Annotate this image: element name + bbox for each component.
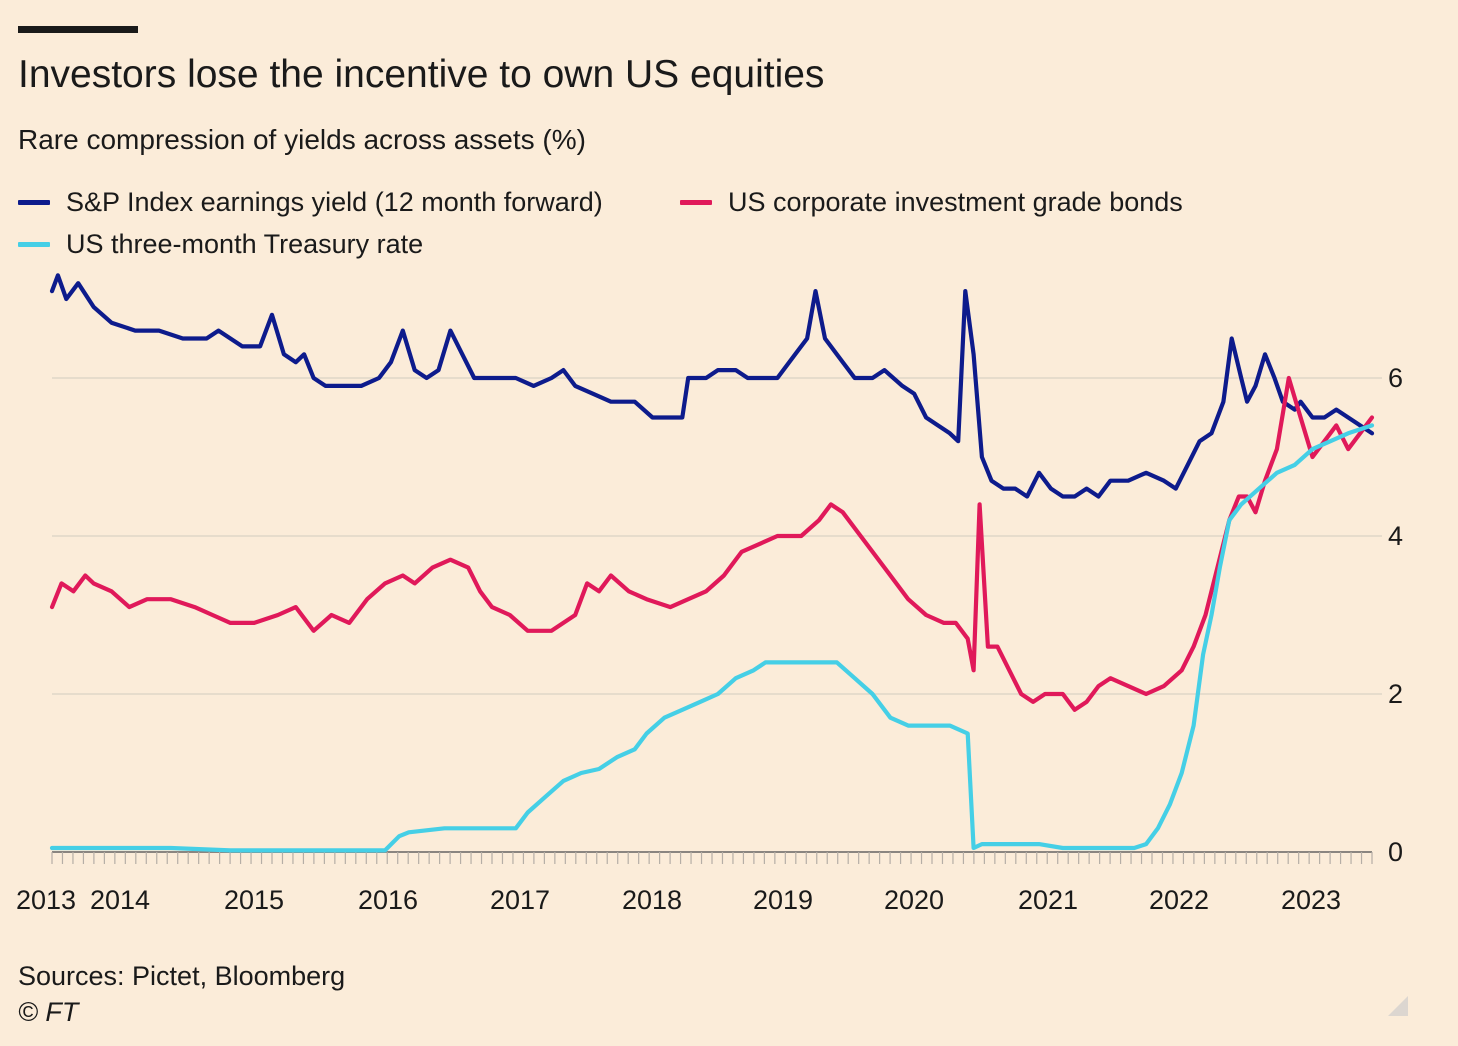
- legend-label-treasury: US three-month Treasury rate: [66, 229, 424, 259]
- y-tick-label: 2: [1388, 679, 1403, 709]
- legend-swatch-corp: [680, 199, 712, 205]
- resize-corner-icon: [1388, 996, 1408, 1016]
- legend-label-sp: S&P Index earnings yield (12 month forwa…: [66, 187, 603, 217]
- y-tick-label: 6: [1388, 363, 1403, 393]
- series-line-corporate-bonds: [49, 375, 1375, 712]
- x-tick-label: 2017: [490, 885, 550, 915]
- x-tick-label: 2014: [90, 885, 150, 915]
- legend-item-corp: US corporate investment grade bonds: [680, 184, 1183, 220]
- x-tick-label: 2015: [224, 885, 284, 915]
- x-tick-label: 2021: [1018, 885, 1078, 915]
- chart-subtitle: Rare compression of yields across assets…: [18, 124, 586, 155]
- legend-swatch-treasury: [18, 241, 50, 247]
- x-tick-label: 2013: [16, 885, 76, 915]
- chart-title: Investors lose the incentive to own US e…: [18, 53, 825, 96]
- x-tick-label: 2023: [1281, 885, 1341, 915]
- series-line-sp-earnings-yield: [49, 273, 1375, 499]
- header-rule: [18, 26, 138, 33]
- y-tick-label: 0: [1388, 837, 1403, 867]
- y-tick-label: 4: [1388, 521, 1403, 551]
- legend-swatch-sp: [18, 199, 50, 205]
- sources-note: Sources: Pictet, Bloomberg: [18, 961, 346, 991]
- legend-label-corp: US corporate investment grade bonds: [728, 187, 1183, 217]
- series-line-treasury-rate: [49, 423, 1375, 853]
- x-tick-label: 2018: [622, 885, 682, 915]
- legend-item-sp: S&P Index earnings yield (12 month forwa…: [18, 184, 603, 220]
- ft-credit: © FT: [18, 997, 79, 1027]
- legend-item-treasury: US three-month Treasury rate: [18, 226, 423, 262]
- x-tick-label: 2022: [1149, 885, 1209, 915]
- x-tick-label: 2019: [753, 885, 813, 915]
- x-tick-label: 2016: [358, 885, 418, 915]
- x-tick-label: 2020: [884, 885, 944, 915]
